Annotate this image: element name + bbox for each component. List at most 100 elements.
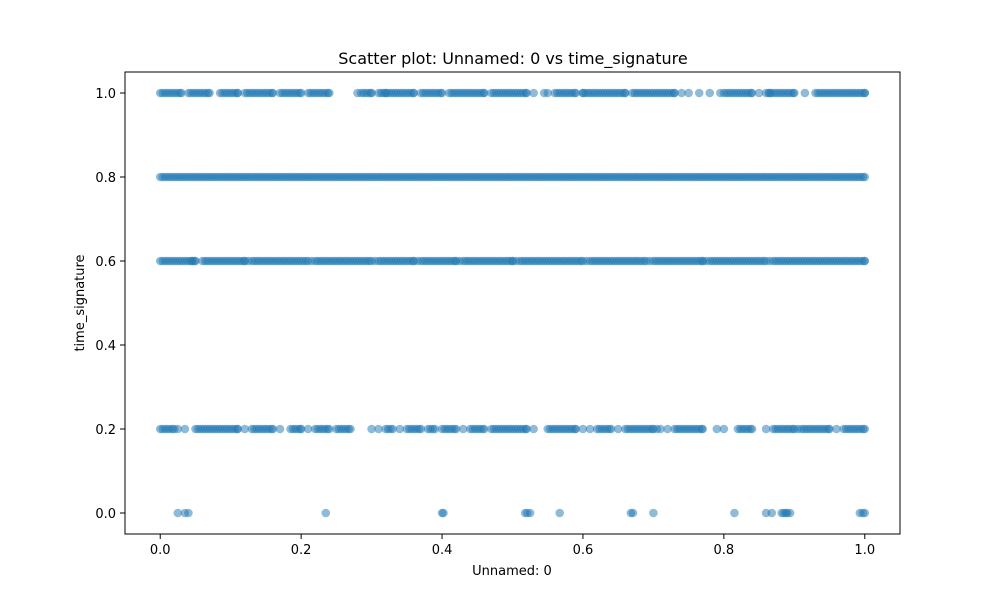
y-tick-label: 0.6 <box>95 255 116 270</box>
scatter-point <box>346 424 355 434</box>
scatter-point <box>663 424 672 434</box>
scatter-point <box>860 88 870 98</box>
scatter-point <box>275 424 285 434</box>
scatter-point <box>582 256 591 266</box>
scatter-point <box>767 508 777 518</box>
scatter-point <box>730 508 739 518</box>
scatter-point <box>701 256 711 266</box>
scatter-point <box>719 424 729 434</box>
scatter-point <box>761 424 771 434</box>
scatter-point <box>645 256 655 266</box>
scatter-point <box>367 424 376 434</box>
scatter-point <box>388 424 398 434</box>
scatter-point <box>747 88 757 98</box>
scatter-point <box>649 508 658 518</box>
scatter-point <box>860 424 870 434</box>
plot-frame <box>124 71 901 535</box>
y-tick-label: 0.0 <box>95 507 116 522</box>
scatter-point <box>585 424 595 434</box>
scatter-point <box>785 508 795 518</box>
scatter-point <box>860 172 870 182</box>
scatter-point <box>455 256 464 266</box>
scatter-point <box>268 424 278 434</box>
scatter-point <box>860 256 870 266</box>
x-tick-label: 0.2 <box>291 543 312 558</box>
scatter-point <box>451 424 461 434</box>
scatter-point <box>437 88 447 98</box>
y-tick-label: 0.4 <box>95 339 116 354</box>
scatter-point <box>416 424 426 434</box>
scatter-point <box>296 88 306 98</box>
scatter-point <box>370 256 380 266</box>
x-tick-label: 1.0 <box>854 543 875 558</box>
scatter-point <box>430 424 440 434</box>
scatter-point <box>529 424 538 434</box>
scatter-point <box>233 88 243 98</box>
scatter-point <box>205 88 214 98</box>
y-axis-label: time_signature <box>73 254 88 351</box>
scatter-point <box>716 88 725 98</box>
scatter-point <box>698 424 708 434</box>
scatter-point <box>571 88 581 98</box>
scatter-point <box>578 88 588 98</box>
scatter-point <box>409 88 419 98</box>
scatter-point <box>325 424 334 434</box>
y-tick-label: 0.8 <box>95 171 116 186</box>
scatter-point <box>177 88 186 98</box>
scatter-point <box>173 508 183 518</box>
scatter-point <box>790 88 799 98</box>
y-tick-label: 1.0 <box>95 87 116 102</box>
scatter-point <box>529 88 538 98</box>
x-tick-label: 0.0 <box>150 543 171 558</box>
scatter-point <box>765 88 774 98</box>
scatter-point <box>670 88 679 98</box>
scatter-point <box>522 88 531 98</box>
scatter-point <box>240 424 250 434</box>
scatter-point <box>395 424 405 434</box>
scatter-point <box>458 424 468 434</box>
scatter-point <box>656 424 665 434</box>
scatter-point <box>677 88 686 98</box>
scatter-point <box>793 424 803 434</box>
scatter-point <box>187 256 197 266</box>
scatter-point <box>525 508 535 518</box>
ticks-layer: 0.0 0.2 0.4 0.6 0.8 1.0 0.0 0.2 0.4 0.6 0.8 1.0 <box>95 87 875 558</box>
scatter-point <box>800 88 810 98</box>
scatter-point <box>480 424 489 434</box>
scatter-point <box>367 88 376 98</box>
scatter-point <box>571 424 581 434</box>
scatter-point <box>555 508 564 518</box>
scatter-point <box>268 88 278 98</box>
scatter-point <box>628 508 638 518</box>
scatter-point <box>184 508 193 518</box>
scatter-point <box>374 424 383 434</box>
scatter-point <box>325 88 334 98</box>
scatter-point <box>303 424 313 434</box>
scatter-point <box>439 508 448 518</box>
scatter-point <box>765 256 774 266</box>
scatter-point <box>832 424 841 434</box>
scatter-point <box>480 88 489 98</box>
scatter-point <box>307 256 317 266</box>
scatter-point <box>381 88 390 98</box>
scatter-point <box>522 424 531 434</box>
scatter-point <box>543 88 553 98</box>
scatter-point <box>613 424 623 434</box>
scatter-point <box>296 424 306 434</box>
scatter-point <box>620 88 630 98</box>
scatter-point <box>578 424 588 434</box>
points-layer <box>155 88 870 518</box>
x-axis-label: Unnamed: 0 <box>472 564 552 579</box>
scatter-point <box>606 424 616 434</box>
scatter-point <box>705 88 715 98</box>
x-tick-label: 0.4 <box>432 543 453 558</box>
scatter-point <box>860 508 870 518</box>
scatter-point <box>511 256 521 266</box>
scatter-point <box>694 88 704 98</box>
scatter-point <box>825 424 834 434</box>
x-tick-label: 0.8 <box>714 543 735 558</box>
scatter-point <box>712 424 722 434</box>
y-tick-label: 0.2 <box>95 423 116 438</box>
